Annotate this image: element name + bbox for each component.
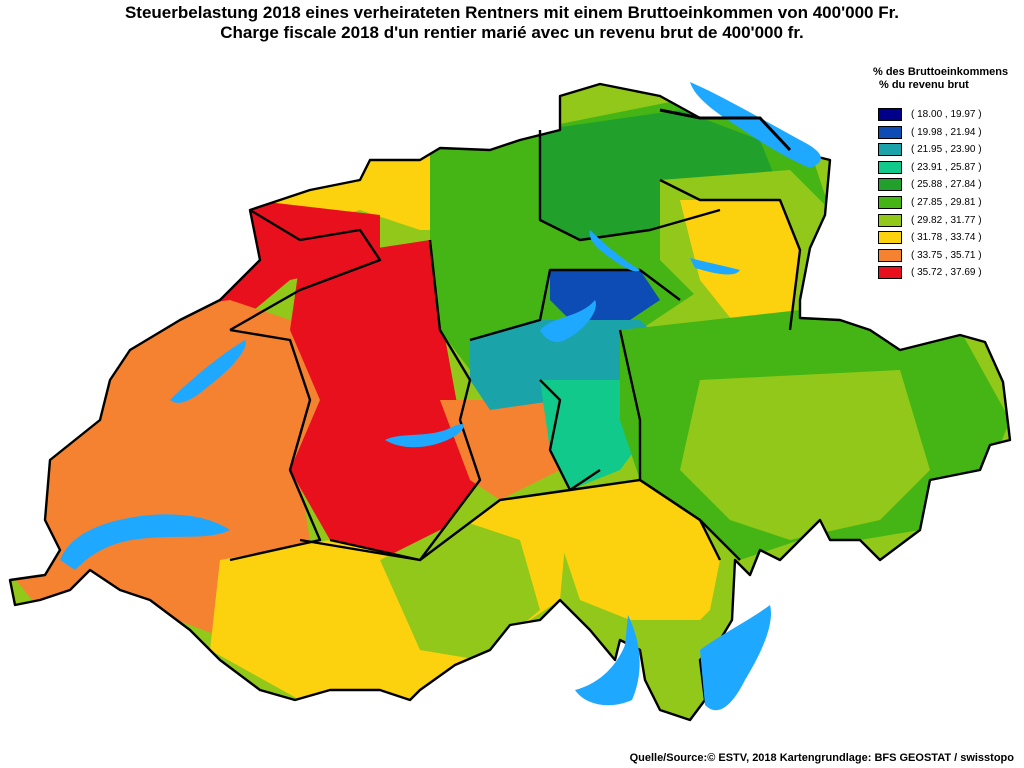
canton-border-graubuenden (618, 329, 741, 561)
legend-swatch (878, 178, 902, 192)
legend-swatch (878, 196, 902, 209)
legend-swatch (878, 125, 902, 139)
source-credit: Quelle/Source:© ESTV, 2018 Kartengrundla… (629, 752, 1014, 764)
legend-label: ( 21.95 , 23.90 ) (911, 144, 982, 156)
legend-heading-german: % des Bruttoeinkommens (873, 66, 1009, 78)
legend-label: ( 31.78 , 33.74 ) (911, 232, 982, 244)
legend-item: ( 35.72 , 37.69 ) (878, 266, 982, 280)
canton-border-zurich (538, 130, 721, 242)
legend-item: ( 19.98 , 21.94 ) (878, 125, 982, 139)
legend-item: ( 33.75 , 35.71 ) (878, 248, 982, 262)
legend-item: ( 29.82 , 31.77 ) (878, 213, 982, 227)
lake-lucerne (540, 300, 596, 342)
canton-border-central (469, 268, 681, 342)
lake-zurich (589, 230, 640, 272)
canton-border-jura (229, 208, 382, 332)
region-schwyz-blue (550, 270, 660, 320)
canton-border-stgallen (659, 178, 802, 331)
legend-item: ( 23.91 , 25.87 ) (878, 160, 982, 174)
lake-neuchatel (170, 340, 246, 403)
legend-swatch (878, 108, 902, 121)
legend-item: ( 25.88 , 27.84 ) (878, 178, 982, 192)
map-title-french: Charge fiscale 2018 d'un rentier marié a… (220, 23, 804, 42)
region-stgallen-yellow (680, 200, 800, 330)
canton-border-zurich-north (659, 108, 792, 152)
legend-item: ( 31.78 , 33.74 ) (878, 231, 982, 245)
lake-thun-brienz (385, 424, 465, 448)
lake-geneva (60, 514, 230, 570)
legend-label: ( 19.98 , 21.94 ) (911, 126, 982, 138)
legend-label: ( 29.82 , 31.77 ) (911, 214, 982, 226)
legend-swatch (878, 213, 902, 227)
legend-label: ( 23.91 , 25.87 ) (911, 161, 982, 173)
region-bern-red (290, 240, 480, 560)
lake-maggiore (575, 615, 640, 706)
region-valais-green (380, 520, 540, 660)
legend-heading-french: % du revenu brut (879, 79, 969, 91)
legend-item: ( 18.00 , 19.97 ) (878, 108, 982, 121)
canton-border-valais (299, 469, 601, 562)
lake-lugano (700, 605, 771, 711)
region-ticino-yellow (560, 480, 720, 640)
legend-label: ( 27.85 , 29.81 ) (911, 197, 982, 208)
canton-border-uri (539, 379, 572, 491)
legend-label: ( 35.72 , 37.69 ) (911, 267, 982, 279)
legend-label: ( 33.75 , 35.71 ) (911, 249, 982, 261)
legend-label: ( 25.88 , 27.84 ) (911, 179, 982, 191)
legend-swatch (878, 248, 902, 262)
legend-label: ( 18.00 , 19.97 ) (911, 109, 982, 120)
legend-item: ( 21.95 , 23.90 ) (878, 143, 982, 157)
canton-border-bern-west (229, 328, 322, 562)
legend-item: ( 27.85 , 29.81 ) (878, 196, 982, 209)
map-title-german: Steuerbelastung 2018 eines verheirateten… (124, 3, 900, 22)
lake-walen (690, 258, 740, 275)
legend-swatch (878, 143, 902, 157)
legend-swatch (878, 231, 902, 245)
legend-swatch (878, 160, 902, 174)
region-bern-orange (440, 400, 560, 500)
legend-swatch (878, 266, 902, 280)
region-graubuenden-light (680, 370, 930, 540)
